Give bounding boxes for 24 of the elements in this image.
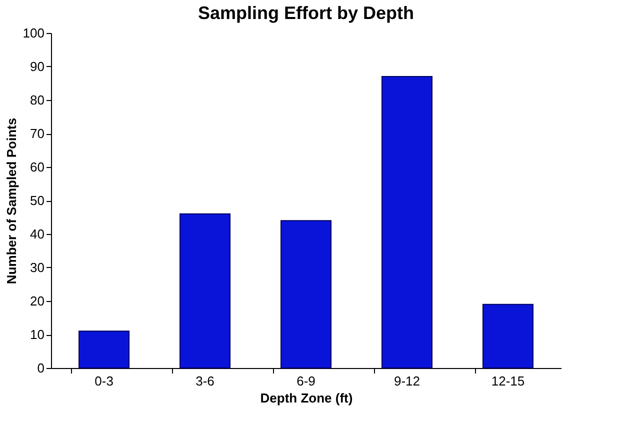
- y-tick-label: 100: [22, 26, 44, 40]
- bar: [180, 213, 231, 368]
- y-tick-label: 50: [30, 193, 44, 208]
- chart-title: Sampling Effort by Depth: [198, 3, 414, 23]
- y-tick-label: 70: [30, 126, 44, 141]
- x-tick-label: 3-6: [196, 374, 214, 388]
- y-tick-label: 0: [37, 360, 44, 376]
- x-tick-label: 6-9: [296, 374, 316, 388]
- y-tick-label: 60: [30, 160, 44, 174]
- y-tick-label: 10: [30, 327, 44, 342]
- bar: [482, 304, 534, 368]
- x-tick-label: 0-3: [94, 374, 114, 388]
- bar: [381, 76, 432, 368]
- y-tick-label: 40: [30, 226, 44, 242]
- y-tick-label: 30: [30, 260, 44, 275]
- bar: [78, 330, 130, 368]
- x-tick-label: 9-12: [394, 374, 420, 388]
- x-tick-label: 12-15: [491, 374, 525, 388]
- x-axis-title: Depth Zone (ft): [260, 390, 353, 406]
- y-tick-label: 80: [30, 92, 44, 108]
- y-axis-title: Number of Sampled Points: [4, 118, 19, 284]
- y-tick-label: 20: [30, 294, 44, 308]
- bar: [280, 220, 332, 368]
- y-tick-label: 90: [30, 59, 44, 74]
